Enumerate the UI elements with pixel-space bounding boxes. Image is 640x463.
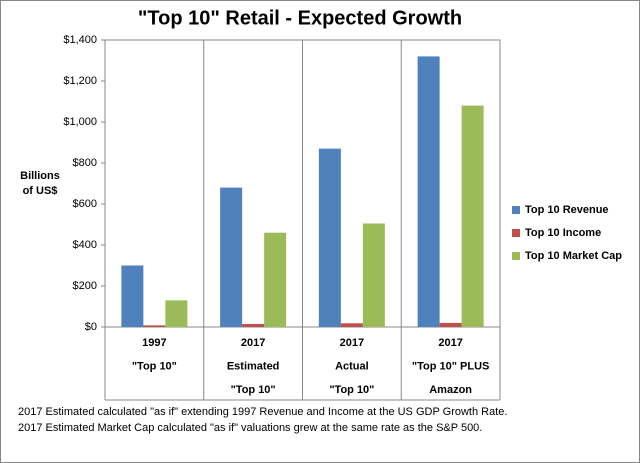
legend-label: Top 10 Market Cap [525, 250, 622, 262]
y-tick-label: $1,200 [63, 75, 97, 87]
bar [220, 187, 243, 327]
bar [362, 223, 385, 327]
chart-title: "Top 10" Retail - Expected Growth [138, 7, 462, 29]
y-axis-label: of US$ [23, 185, 58, 197]
y-tick-label: $400 [73, 239, 97, 251]
y-tick-label: $800 [73, 157, 97, 169]
bar [417, 56, 440, 328]
bar [242, 323, 265, 327]
x-tick-label: 2017 [241, 337, 265, 349]
legend-label: Top 10 Revenue [525, 204, 609, 216]
footnote: 2017 Estimated calculated "as if" extend… [18, 406, 507, 418]
x-tick-label: Amazon [429, 384, 472, 396]
legend-swatch [512, 252, 520, 260]
legend-swatch [512, 206, 520, 214]
y-tick-label: $0 [85, 321, 97, 333]
y-tick-label: $600 [73, 198, 97, 210]
x-tick-label: Actual [335, 360, 369, 372]
bar [461, 105, 484, 327]
bar [121, 265, 144, 327]
y-axis-label: Billions [20, 170, 60, 182]
x-tick-label: 1997 [142, 337, 166, 349]
x-tick-label: "Top 10" [231, 384, 276, 396]
x-tick-label: "Top 10" [329, 384, 374, 396]
x-tick-label: Estimated [227, 360, 280, 372]
bar [340, 323, 363, 327]
bar [439, 322, 462, 327]
bar [264, 232, 287, 327]
x-tick-label: 2017 [438, 337, 462, 349]
bar [318, 148, 341, 327]
y-tick-label: $200 [73, 280, 97, 292]
bar [165, 300, 188, 327]
x-tick-label: "Top 10" PLUS [412, 360, 489, 372]
x-tick-label: 2017 [340, 337, 364, 349]
legend-label: Top 10 Income [525, 227, 601, 239]
y-tick-label: $1,400 [63, 34, 97, 46]
x-tick-label: "Top 10" [132, 360, 177, 372]
footnote: 2017 Estimated Market Cap calculated "as… [18, 422, 482, 434]
bar [143, 325, 166, 327]
y-tick-label: $1,000 [63, 116, 97, 128]
legend-swatch [512, 229, 520, 237]
